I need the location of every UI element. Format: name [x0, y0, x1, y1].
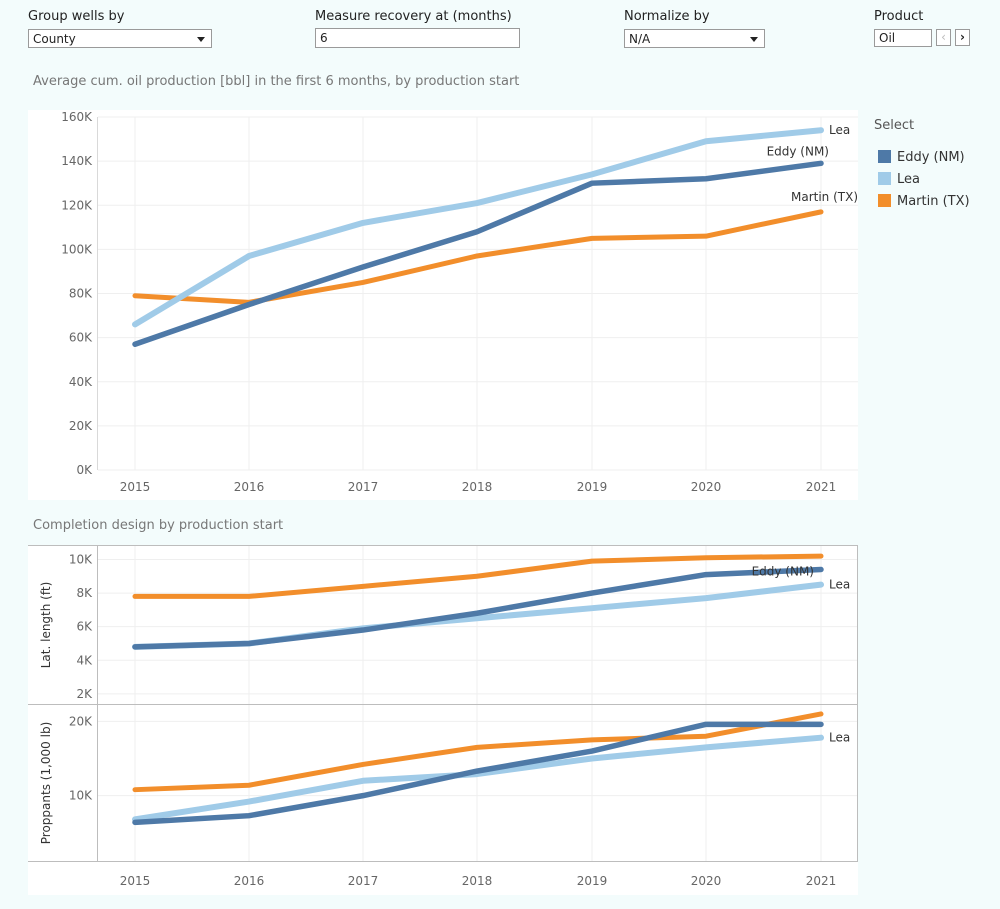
chevron-down-icon	[197, 37, 205, 42]
series-line	[132, 160, 824, 347]
y-tick-label: 4K	[76, 653, 93, 667]
series-line	[132, 734, 824, 823]
group-wells-select[interactable]: County	[28, 29, 212, 48]
normalize-value: N/A	[629, 32, 651, 46]
legend-item-eddy[interactable]: Eddy (NM)	[878, 150, 965, 165]
series-end-label: Eddy (NM)	[767, 144, 829, 158]
x-tick-label: 2018	[462, 874, 493, 888]
y-axis-label: Lat. length (ft)	[39, 582, 53, 669]
chevron-down-icon	[750, 37, 758, 42]
y-tick-label: 20K	[69, 714, 93, 728]
product-input[interactable]: Oil	[874, 29, 932, 47]
completion-chart-panel	[28, 545, 858, 895]
series-end-label: Martin (TX)	[791, 190, 858, 204]
legend-label: Martin (TX)	[897, 194, 970, 209]
x-tick-label: 2020	[691, 480, 722, 494]
x-tick-label: 2016	[234, 874, 265, 888]
y-tick-label: 10K	[69, 789, 93, 803]
legend-item-lea[interactable]: Lea	[878, 172, 920, 187]
x-tick-label: 2021	[806, 874, 837, 888]
y-tick-label: 60K	[69, 331, 93, 345]
series-line	[132, 127, 824, 328]
y-tick-label: 40K	[69, 375, 93, 389]
x-tick-label: 2019	[577, 874, 608, 888]
chevron-left-icon: ‹	[941, 30, 946, 44]
y-tick-label: 140K	[61, 154, 93, 168]
y-tick-label: 10K	[69, 552, 93, 566]
series-end-label: Lea	[829, 123, 850, 137]
x-tick-label: 2015	[120, 874, 151, 888]
completion-chart-title: Completion design by production start	[33, 518, 284, 533]
y-tick-label: 2K	[76, 687, 93, 701]
product-value: Oil	[879, 31, 896, 45]
series-line	[132, 566, 824, 650]
legend-swatch	[878, 150, 891, 163]
measure-recovery-value: 6	[320, 31, 328, 45]
x-tick-label: 2017	[348, 874, 379, 888]
production-chart-title: Average cum. oil production [bbl] in the…	[33, 74, 520, 89]
y-tick-label: 120K	[61, 198, 93, 212]
legend-swatch	[878, 172, 891, 185]
y-axis-label: Proppants (1,000 lb)	[39, 722, 53, 844]
x-tick-label: 2018	[462, 480, 493, 494]
normalize-select[interactable]: N/A	[624, 29, 765, 48]
x-tick-label: 2021	[806, 480, 837, 494]
y-tick-label: 0K	[76, 463, 93, 477]
series-line	[132, 721, 824, 826]
group-wells-label: Group wells by	[28, 9, 125, 24]
product-label: Product	[874, 9, 924, 24]
measure-recovery-input[interactable]: 6	[315, 28, 520, 48]
series-end-label: Lea	[829, 731, 850, 745]
series-line	[132, 711, 824, 793]
group-wells-value: County	[33, 32, 76, 46]
y-tick-label: 80K	[69, 287, 93, 301]
x-tick-label: 2019	[577, 480, 608, 494]
legend-swatch	[878, 194, 891, 207]
product-next-button[interactable]: ›	[955, 29, 970, 46]
y-tick-label: 100K	[61, 242, 93, 256]
series-line	[132, 553, 824, 599]
series-end-label: Lea	[829, 578, 850, 592]
series-end-label: Eddy (NM)	[752, 565, 814, 579]
x-tick-label: 2015	[120, 480, 151, 494]
legend-title: Select	[874, 118, 915, 133]
measure-recovery-label: Measure recovery at (months)	[315, 9, 512, 24]
chevron-right-icon: ›	[960, 30, 965, 44]
y-tick-label: 160K	[61, 110, 93, 124]
x-tick-label: 2020	[691, 874, 722, 888]
product-prev-button[interactable]: ‹	[936, 29, 951, 46]
legend-item-martin[interactable]: Martin (TX)	[878, 194, 970, 209]
legend-label: Lea	[897, 172, 920, 187]
y-tick-label: 20K	[69, 419, 93, 433]
y-tick-label: 6K	[76, 620, 93, 634]
x-tick-label: 2016	[234, 480, 265, 494]
y-tick-label: 8K	[76, 586, 93, 600]
normalize-label: Normalize by	[624, 9, 710, 24]
legend-label: Eddy (NM)	[897, 150, 965, 165]
x-tick-label: 2017	[348, 480, 379, 494]
